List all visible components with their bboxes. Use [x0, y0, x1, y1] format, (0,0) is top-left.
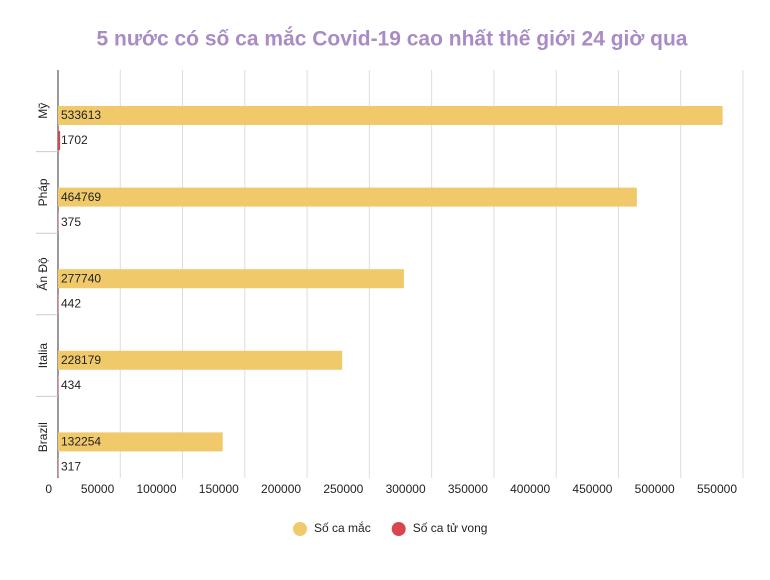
x-tick-label: 450000	[572, 482, 612, 496]
bar	[58, 106, 723, 125]
y-tick-label: Brazil	[36, 422, 50, 452]
value-label: 442	[61, 296, 81, 310]
y-tick-label: Mỹ	[36, 103, 50, 119]
x-tick-label: 200000	[261, 482, 301, 496]
y-tick-label: Pháp	[36, 178, 50, 206]
value-label: 132254	[61, 435, 101, 449]
value-label: 375	[61, 215, 81, 229]
bar	[58, 131, 60, 150]
x-tick-label: 500000	[635, 482, 675, 496]
x-tick-label: 0	[45, 482, 52, 496]
bar	[58, 188, 637, 207]
x-tick-label: 400000	[510, 482, 550, 496]
bar	[58, 376, 59, 395]
x-tick-label: 350000	[448, 482, 488, 496]
y-tick-label: Ấn Độ	[35, 257, 50, 291]
x-tick-label: 550000	[697, 482, 737, 496]
chart-title: 5 nước có số ca mắc Covid-19 cao nhất th…	[97, 27, 688, 51]
x-tick-label: 100000	[136, 482, 176, 496]
legend-label: Số ca tử vong	[413, 521, 488, 535]
x-tick-label: 150000	[199, 482, 239, 496]
value-label: 533613	[61, 108, 101, 122]
value-label: 434	[61, 378, 81, 392]
value-label: 464769	[61, 190, 101, 204]
x-tick-label: 300000	[386, 482, 426, 496]
x-tick-label: 50000	[81, 482, 115, 496]
legend-marker	[293, 522, 307, 536]
bar	[58, 269, 404, 288]
value-label: 317	[61, 460, 81, 474]
legend-marker	[392, 522, 406, 536]
value-label: 277740	[61, 271, 101, 285]
bar	[58, 294, 59, 313]
value-label: 228179	[61, 353, 101, 367]
value-label: 1702	[61, 133, 88, 147]
x-tick-label: 250000	[323, 482, 363, 496]
y-tick-label: Italia	[36, 343, 50, 369]
legend-label: Số ca mắc	[314, 520, 371, 535]
